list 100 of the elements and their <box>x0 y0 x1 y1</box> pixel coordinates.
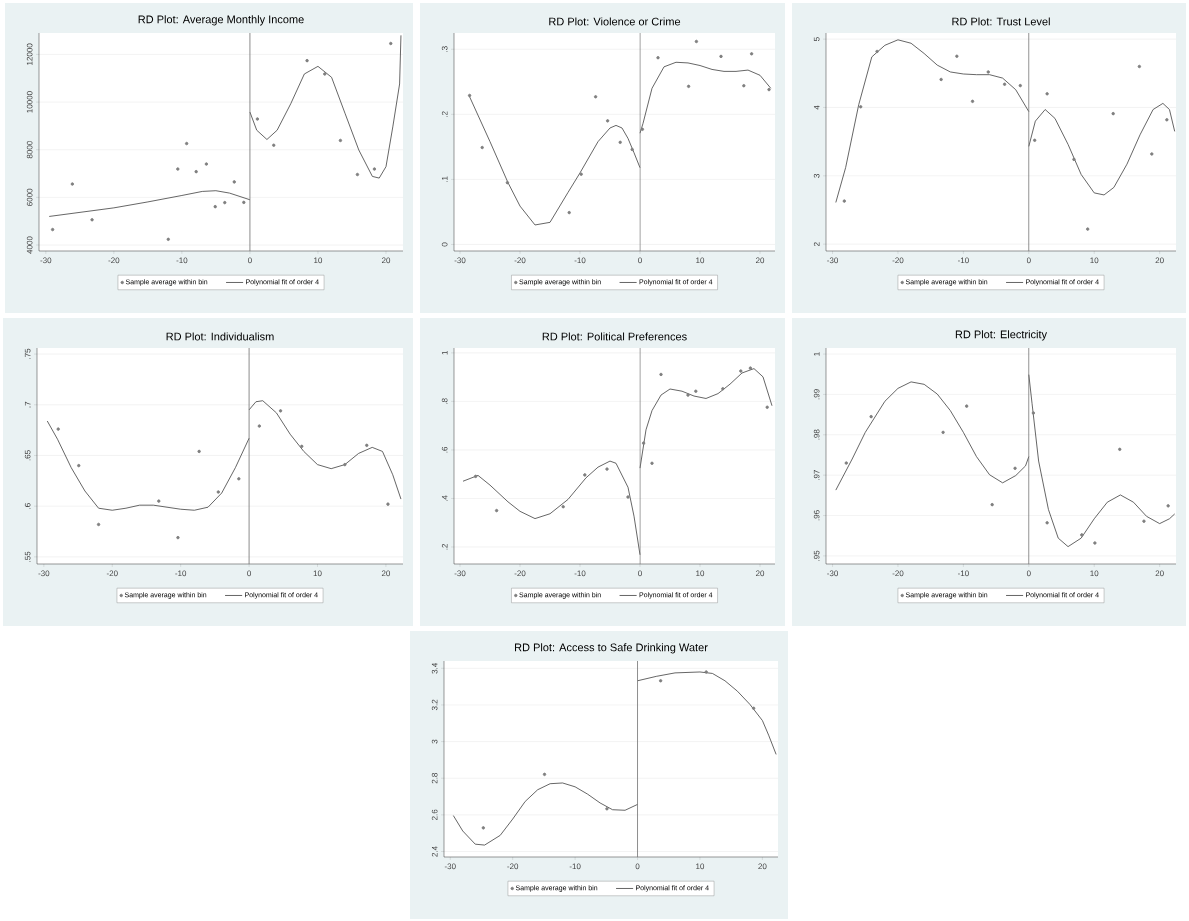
y-tick-label: 0 <box>441 242 448 247</box>
y-tick-label: .8 <box>441 398 448 404</box>
y-tick-label: 12000 <box>26 43 33 65</box>
x-tick-label: -30 <box>38 570 50 577</box>
point <box>748 366 753 370</box>
point <box>237 477 241 481</box>
chart-title: RD Plot: Electricity <box>955 330 1048 341</box>
point <box>1137 64 1142 69</box>
x-tick-label: -30 <box>454 257 466 264</box>
x-tick-label: -10 <box>176 257 188 264</box>
x-tick-label: 0 <box>247 570 251 577</box>
point <box>955 54 959 58</box>
y-tick-label: .95 <box>813 550 820 561</box>
point <box>242 200 246 205</box>
chart-title: RD Plot: Access to Safe Drinking Water <box>515 643 708 654</box>
point <box>650 461 654 465</box>
x-tick-label: -20 <box>892 570 904 577</box>
line-series <box>468 95 641 226</box>
y-tick-label: .6 <box>24 503 31 509</box>
line-series <box>248 400 402 500</box>
x-tick-label: -30 <box>444 863 456 870</box>
x-tick-label: 20 <box>1155 570 1164 577</box>
point <box>1045 92 1049 96</box>
point <box>197 449 201 454</box>
point <box>1118 447 1122 452</box>
point <box>323 72 327 76</box>
point <box>355 172 360 177</box>
x-tick-label: 10 <box>696 257 705 264</box>
point <box>278 409 283 413</box>
point <box>1045 521 1049 525</box>
x-tick-label: 0 <box>638 257 642 264</box>
point <box>561 505 565 509</box>
point <box>686 393 690 397</box>
point <box>593 95 598 99</box>
point <box>176 535 180 540</box>
line-series <box>1028 102 1176 196</box>
point <box>365 443 369 448</box>
y-tick-label: .99 <box>813 389 820 400</box>
y-tick-label: 3.2 <box>431 699 438 711</box>
point <box>844 461 848 465</box>
x-tick-label: 20 <box>755 257 765 264</box>
line-series <box>48 190 251 217</box>
point <box>184 141 189 146</box>
point <box>704 670 708 674</box>
x-tick-label: 10 <box>696 863 705 870</box>
point <box>213 204 217 209</box>
point <box>1013 466 1017 470</box>
point <box>719 54 723 59</box>
x-tick-label: -20 <box>106 570 118 577</box>
y-tick-label: 3 <box>431 739 438 744</box>
point <box>630 147 634 152</box>
y-tick-label: .6 <box>441 446 448 453</box>
point <box>875 49 879 54</box>
point <box>694 389 698 393</box>
point <box>739 369 743 373</box>
point <box>50 227 55 232</box>
point <box>939 77 943 82</box>
x-tick-label: 20 <box>381 570 391 577</box>
point <box>964 404 969 408</box>
x-tick-label: 0 <box>638 570 642 577</box>
point <box>1093 541 1097 545</box>
point <box>1166 504 1170 508</box>
line-series <box>452 782 638 846</box>
y-tick-label: .3 <box>441 46 448 52</box>
y-tick-label: .65 <box>24 450 31 461</box>
chart-title: RD Plot: Political Preferences <box>542 332 687 341</box>
point <box>157 499 161 503</box>
y-tick-label: 4000 <box>26 236 33 254</box>
y-tick-label: .55 <box>24 551 31 562</box>
x-tick-label: -30 <box>454 570 466 577</box>
point <box>1002 82 1007 86</box>
point <box>858 105 863 109</box>
point <box>742 84 746 88</box>
y-tick-label: 8000 <box>26 141 33 159</box>
point <box>272 143 276 147</box>
point <box>579 172 583 176</box>
y-tick-label: .1 <box>441 176 448 183</box>
point <box>1031 411 1036 415</box>
point <box>640 127 645 131</box>
point <box>869 414 873 419</box>
x-tick-label: 10 <box>696 570 705 577</box>
point <box>1150 152 1154 156</box>
y-tick-label: 10000 <box>26 91 33 113</box>
point <box>990 502 994 507</box>
point <box>1165 118 1169 122</box>
y-tick-label: .2 <box>441 111 448 117</box>
point <box>1142 519 1146 523</box>
point <box>77 463 81 468</box>
point <box>56 427 60 431</box>
x-tick-label: 20 <box>1155 257 1164 264</box>
y-tick-label: 2.8 <box>431 773 438 784</box>
x-tick-label: -10 <box>175 570 187 577</box>
point <box>372 167 377 171</box>
y-tick-label: 4 <box>813 105 820 110</box>
point <box>389 41 393 46</box>
point <box>1080 533 1084 537</box>
point <box>583 473 587 477</box>
x-tick-label: 20 <box>758 863 767 870</box>
point <box>542 772 547 777</box>
point <box>305 58 309 63</box>
